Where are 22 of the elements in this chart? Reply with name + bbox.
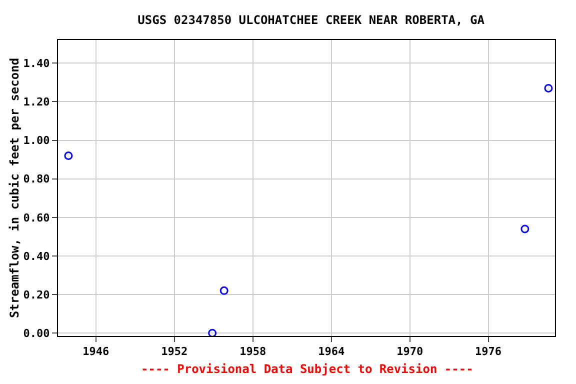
- x-tick-label: 1976: [475, 345, 502, 358]
- y-tick-label: 1.40: [23, 56, 50, 70]
- x-tick-label: 1958: [240, 345, 266, 358]
- x-tick-label: 1952: [161, 345, 188, 358]
- point: [220, 286, 228, 295]
- chart-title: USGS 02347850 ULCOHATCHEE CREEK NEAR ROBERTA, GA: [138, 12, 486, 27]
- y-tick-label: 0.60: [23, 211, 50, 224]
- y-tick-label: 0.00: [23, 326, 50, 340]
- y-tick-label: 0.40: [23, 250, 50, 263]
- point: [64, 151, 73, 160]
- y-tick-label: 1.00: [23, 134, 50, 148]
- x-tick-label: 1970: [396, 345, 424, 358]
- y-tick-label: 0.20: [23, 288, 50, 302]
- y-tick-label: 0.80: [23, 172, 50, 186]
- point: [544, 84, 553, 92]
- point: [520, 224, 530, 234]
- point: [208, 328, 217, 336]
- y-axis-title: Streamflow, in cubic feet per second: [7, 58, 22, 318]
- x-tick-label: 1946: [82, 345, 110, 358]
- text: ---- Provisional Data Subject to Revision ----: [141, 362, 474, 376]
- y-tick-label: 1.20: [23, 96, 50, 109]
- x-tick-label: 1964: [318, 345, 345, 358]
